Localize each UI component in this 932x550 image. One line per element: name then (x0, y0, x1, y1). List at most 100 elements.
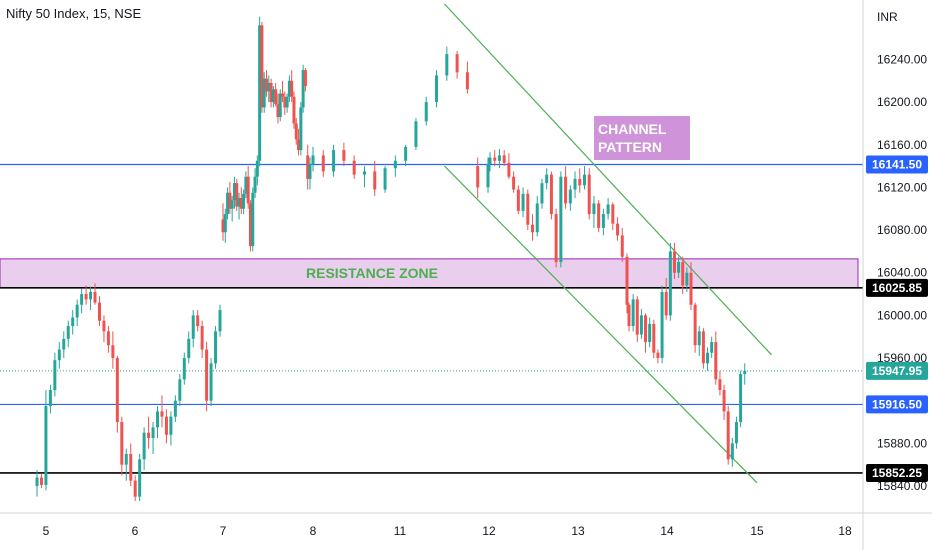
candle-body (373, 171, 377, 190)
candle-body (535, 203, 539, 233)
candle-body (239, 198, 243, 209)
candle-body (71, 317, 75, 327)
candle-body (93, 291, 97, 303)
candle-body (502, 155, 506, 163)
candle-body (631, 299, 635, 327)
candle-body (120, 422, 124, 465)
x-tick-label: 13 (571, 524, 585, 538)
price-label: 15916.50 (872, 397, 922, 411)
candle-body (169, 416, 173, 435)
candle-body (44, 406, 48, 485)
candle-body (564, 176, 568, 204)
candle-body (75, 304, 79, 318)
price-label-box (866, 395, 928, 414)
candle-body (156, 411, 160, 428)
candle-body (102, 320, 106, 332)
y-tick-label: 15840.00 (877, 479, 927, 493)
candle-body (718, 379, 722, 391)
candle-body (301, 70, 305, 108)
x-tick-label: 14 (660, 524, 674, 538)
candle-body (722, 390, 726, 412)
x-tick-label: 11 (394, 524, 407, 538)
resistance-zone-label: RESISTANCE ZONE (306, 265, 438, 281)
candle-body (281, 93, 285, 97)
candle-body (342, 150, 346, 161)
candle-body (512, 176, 516, 190)
candle-body (616, 223, 620, 236)
candle-body (611, 204, 615, 224)
x-tick-label: 5 (43, 524, 50, 538)
y-tick-label: 16000.00 (877, 308, 927, 322)
candle-body (287, 80, 291, 97)
x-tick-label: 15 (750, 524, 764, 538)
candle-body (620, 235, 624, 257)
y-tick-label: 16040.00 (877, 266, 927, 280)
candle-body (285, 96, 289, 108)
candle-body (516, 189, 520, 211)
candle-body (743, 370, 747, 375)
chart-title: Nifty 50 Index, 15, NSE (6, 6, 142, 21)
candle-body (80, 294, 84, 305)
candle-body (606, 204, 610, 215)
y-tick-label: 15880.00 (877, 436, 927, 450)
candle-body (97, 302, 101, 321)
candle-body (142, 432, 146, 460)
y-tick-label: 16120.00 (877, 180, 927, 194)
candle-body (182, 358, 186, 380)
candle-body (435, 75, 439, 103)
candle-body (251, 192, 255, 247)
candle-body (601, 214, 605, 228)
candle-body (214, 331, 218, 364)
candle-body (549, 174, 553, 215)
price-label: 15852.25 (872, 466, 922, 480)
candle-body (597, 203, 601, 228)
candle-body (573, 178, 577, 190)
candle-body (321, 155, 325, 172)
candle-body (697, 331, 701, 346)
candle-body (660, 291, 664, 359)
candle-body (710, 342, 714, 353)
candle-body (445, 54, 449, 76)
candle-body (57, 349, 61, 361)
candle-body (178, 379, 182, 401)
candle-body (681, 262, 685, 286)
candle-body (297, 139, 301, 151)
candle-body (221, 219, 225, 233)
channel-pattern-box (594, 116, 690, 160)
candle-body (578, 178, 582, 186)
candle-body (271, 89, 275, 103)
x-tick-label: 12 (482, 524, 496, 538)
candle-body (383, 168, 387, 190)
candle-body (106, 331, 110, 346)
candle-body (493, 157, 497, 161)
candle-body (730, 443, 734, 460)
candle-body (138, 459, 142, 497)
candle-body (303, 70, 307, 87)
candle-body (714, 342, 718, 380)
candle-body (693, 304, 697, 346)
candle-body (587, 174, 591, 215)
channel-lower-line (444, 165, 758, 484)
candle-body (151, 427, 155, 439)
candle-body (283, 96, 287, 108)
candle-body (265, 78, 268, 92)
candle-body (230, 200, 234, 209)
x-tick-label: 18 (838, 524, 852, 538)
candle-body (294, 123, 298, 140)
candle-body (66, 326, 70, 339)
candle-body (129, 454, 133, 481)
last-price-label: 15947.95 (872, 364, 922, 378)
candle-body (253, 176, 257, 193)
candle-body (306, 155, 310, 179)
y-tick-label: 16240.00 (877, 52, 927, 66)
candle-body (39, 477, 43, 485)
candle-body (639, 315, 643, 335)
candle-body (689, 272, 693, 305)
candle-body (652, 323, 656, 353)
candle-body (276, 104, 280, 118)
channel-pattern-label: CHANNEL (598, 121, 667, 137)
candle-body (568, 189, 572, 204)
candle-body (274, 89, 278, 105)
candle-body (218, 310, 222, 332)
